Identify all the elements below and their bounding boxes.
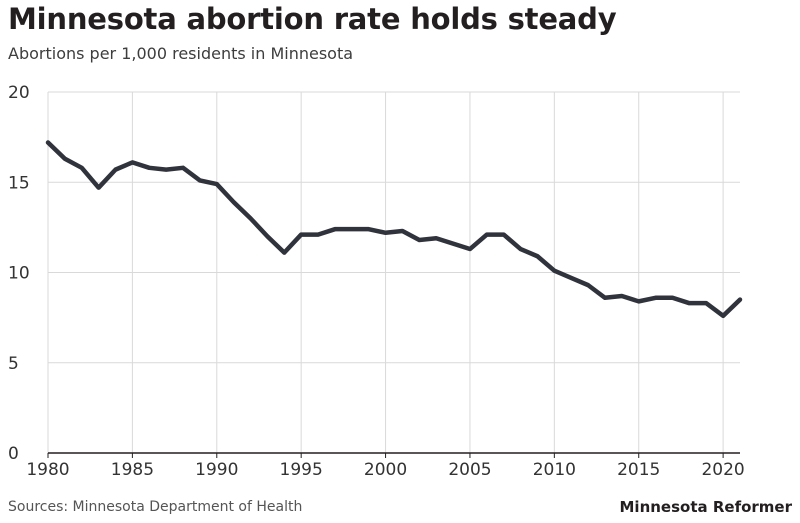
data-point-2004 xyxy=(451,242,455,246)
data-point-2011 xyxy=(569,276,573,280)
y-tick-label-15: 15 xyxy=(8,173,30,193)
axis-layer xyxy=(47,452,740,458)
series-line-0 xyxy=(45,140,743,319)
data-point-1984 xyxy=(114,168,118,172)
data-point-2019 xyxy=(704,301,708,305)
y-tick-label-20: 20 xyxy=(8,83,30,103)
data-point-2020 xyxy=(721,314,725,318)
tick-label-layer: 0 5 10 15 20 1980 1985 1990 1995 2000 2005 2010 2015… xyxy=(8,83,745,480)
x-tick-label-1985: 1985 xyxy=(111,460,154,480)
x-tick-label-1990: 1990 xyxy=(195,460,238,480)
data-point-1997 xyxy=(333,227,337,231)
data-point-2012 xyxy=(586,283,590,287)
data-point-2013 xyxy=(603,296,607,300)
data-point-2006 xyxy=(485,233,489,237)
data-point-2016 xyxy=(654,296,658,300)
data-point-1993 xyxy=(265,234,269,238)
data-point-2014 xyxy=(620,294,624,298)
data-point-1983 xyxy=(97,186,101,190)
data-point-2018 xyxy=(687,301,691,305)
data-point-1985 xyxy=(130,160,134,164)
data-point-2002 xyxy=(417,238,421,242)
data-point-2010 xyxy=(552,269,556,273)
data-point-2015 xyxy=(637,299,641,303)
data-point-2000 xyxy=(384,231,388,235)
data-point-2021 xyxy=(738,298,742,302)
chart-title: Minnesota abortion rate holds steady xyxy=(8,2,617,36)
source-note: Sources: Minnesota Department of Health xyxy=(8,499,303,515)
data-point-2008 xyxy=(519,247,523,251)
grid-layer xyxy=(47,91,740,453)
data-point-1998 xyxy=(350,227,354,231)
data-point-2001 xyxy=(400,229,404,233)
y-tick-label-5: 5 xyxy=(8,354,19,374)
x-tick-label-2020: 2020 xyxy=(701,460,744,480)
y-tick-label-0: 0 xyxy=(8,444,19,464)
series-layer xyxy=(45,140,743,319)
data-point-1989 xyxy=(198,178,202,182)
data-point-1996 xyxy=(316,233,320,237)
data-point-1995 xyxy=(299,233,303,237)
x-tick-label-1980: 1980 xyxy=(26,460,69,480)
publisher-logo-text: Minnesota Reformer xyxy=(619,498,793,516)
data-point-1988 xyxy=(181,166,185,170)
chart-subtitle: Abortions per 1,000 residents in Minneso… xyxy=(8,44,354,63)
data-point-1982 xyxy=(80,166,84,170)
data-point-1994 xyxy=(282,251,286,255)
x-tick-label-2005: 2005 xyxy=(448,460,491,480)
data-point-1990 xyxy=(215,182,219,186)
data-point-2007 xyxy=(502,233,506,237)
data-point-2009 xyxy=(535,254,539,258)
data-point-1980 xyxy=(46,141,50,145)
x-tick-label-2015: 2015 xyxy=(617,460,660,480)
x-tick-label-2010: 2010 xyxy=(533,460,576,480)
data-point-1999 xyxy=(367,227,371,231)
data-point-1992 xyxy=(249,216,253,220)
y-tick-label-10: 10 xyxy=(8,264,30,284)
x-tick-label-2000: 2000 xyxy=(364,460,407,480)
data-point-1987 xyxy=(164,168,168,172)
data-point-2005 xyxy=(468,247,472,251)
data-point-2017 xyxy=(670,296,674,300)
data-point-1981 xyxy=(63,157,67,161)
data-point-2003 xyxy=(434,236,438,240)
data-point-1991 xyxy=(232,200,236,204)
data-point-1986 xyxy=(147,166,151,170)
x-tick-label-1995: 1995 xyxy=(280,460,323,480)
